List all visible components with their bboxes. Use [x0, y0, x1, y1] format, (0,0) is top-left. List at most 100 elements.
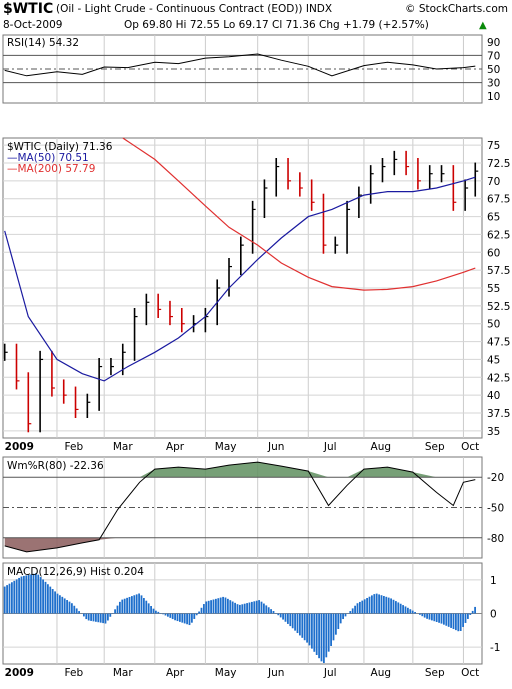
macd-hist-bar [195, 613, 198, 616]
macd-month-label: Aug [371, 667, 392, 679]
macd-hist-bar [3, 586, 6, 614]
macd-hist-bar [42, 579, 44, 614]
macd-hist-bar [284, 613, 287, 622]
macd-hist-bar [409, 609, 412, 614]
macd-hist-bar [327, 613, 330, 652]
williams-line [4, 461, 476, 553]
macd-hist-bar [54, 591, 56, 614]
macd-hist-bar [262, 603, 265, 614]
macd-hist-bar [358, 601, 361, 614]
macd-hist-bar [87, 613, 90, 621]
ma200-line [122, 137, 476, 291]
macd-hist-bar [13, 580, 16, 614]
macd-hist-bar [114, 609, 116, 614]
macd-hist-bar [370, 595, 373, 614]
macd-hist-bar [217, 598, 220, 614]
macd-hist-bar [135, 594, 138, 614]
price-tick-label: 52.5 [487, 301, 510, 313]
macd-month-label: May [215, 667, 237, 679]
macd-hist-bar [171, 613, 174, 620]
macd-hist-bar [296, 613, 299, 634]
williams-overbought-area [4, 462, 476, 478]
macd-hist-bar [356, 603, 359, 614]
price-quote: Op 69.80 Hi 72.55 Lo 69.17 Cl 71.36 Chg … [124, 19, 429, 31]
macd-hist-bar [121, 599, 124, 614]
macd-hist-bar [397, 602, 400, 614]
macd-hist-bar [349, 611, 352, 614]
macd-hist-bar [382, 596, 385, 614]
macd-hist-bar [188, 613, 191, 626]
macd-hist-bar [238, 604, 241, 614]
macd-hist-bar [464, 613, 467, 623]
macd-hist-bar [198, 611, 200, 614]
macd-hist-bar [337, 613, 340, 630]
price-month-label: Mar [113, 441, 133, 453]
macd-hist-bar [265, 605, 268, 614]
macd-hist-bar [78, 611, 80, 614]
macd-hist-bar [63, 598, 66, 614]
macd-hist-bar [433, 613, 436, 622]
macd-hist-bar [466, 613, 469, 619]
macd-hist-bar [334, 613, 337, 635]
macd-hist-bar [202, 604, 205, 614]
macd-hist-bar [282, 613, 284, 620]
macd-hist-bar [34, 573, 37, 614]
macd-hist-bar [289, 613, 292, 627]
macd-hist-bar [222, 596, 224, 614]
macd-title: MACD(12,26,9) Hist 0.204 [7, 566, 144, 578]
macd-hist-bar [438, 613, 440, 623]
macd-hist-bar [73, 605, 76, 614]
macd-hist-bar [49, 586, 52, 614]
macd-hist-bar [8, 583, 11, 614]
rsi-tick-label: 10 [487, 91, 500, 103]
macd-hist-bar [435, 613, 438, 622]
macd-hist-bar [392, 599, 395, 614]
macd-hist-bar [402, 605, 404, 614]
macd-hist-bar [248, 602, 251, 614]
macd-hist-bar [469, 613, 472, 615]
macd-hist-bar [421, 613, 424, 617]
macd-hist-bar [325, 613, 328, 658]
price-tick-label: 47.5 [487, 337, 510, 349]
macd-hist-bar [126, 597, 128, 614]
rsi-tick-label: 90 [487, 37, 500, 49]
macd-hist-bar [450, 613, 452, 628]
macd-hist-bar [440, 613, 443, 624]
macd-hist-bar [291, 613, 294, 629]
macd-hist-bar [241, 604, 244, 614]
price-tick-label: 50 [487, 319, 500, 331]
macd-hist-bar [447, 613, 450, 627]
macd-hist-bar [186, 613, 188, 625]
macd-tick-label: 0 [490, 609, 497, 621]
macd-hist-bar [205, 601, 208, 614]
macd-hist-bar [250, 601, 253, 614]
macd-month-label: Oct [461, 667, 479, 679]
williams-tick-label: -20 [487, 472, 504, 484]
macd-hist-bar [164, 613, 167, 616]
macd-hist-bar [399, 603, 402, 614]
price-month-label: 2009 [5, 441, 34, 453]
macd-month-label: Apr [166, 667, 185, 679]
price-tick-label: 57.5 [487, 265, 510, 277]
macd-hist-bar [61, 596, 64, 614]
macd-hist-bar [243, 603, 246, 614]
macd-hist-bar [394, 601, 397, 614]
price-tick-label: 40 [487, 390, 500, 402]
macd-hist-bar [25, 575, 28, 614]
macd-hist-bar [428, 613, 431, 620]
macd-hist-bar [368, 596, 371, 614]
price-month-label: Sep [425, 441, 445, 453]
macd-hist-bar [46, 584, 49, 614]
macd-hist-bar [138, 593, 140, 614]
rsi-title: RSI(14) 54.32 [7, 37, 79, 49]
macd-hist-bar [255, 600, 258, 614]
macd-hist-bar [301, 613, 304, 638]
macd-hist-bar [414, 611, 416, 614]
macd-hist-bar [109, 613, 112, 617]
macd-hist-bar [253, 601, 256, 614]
macd-hist-bar [10, 582, 13, 614]
macd-month-label: Jun [267, 667, 284, 679]
macd-hist-bar [272, 610, 275, 614]
macd-hist-bar [246, 603, 248, 614]
macd-hist-bar [145, 600, 148, 614]
